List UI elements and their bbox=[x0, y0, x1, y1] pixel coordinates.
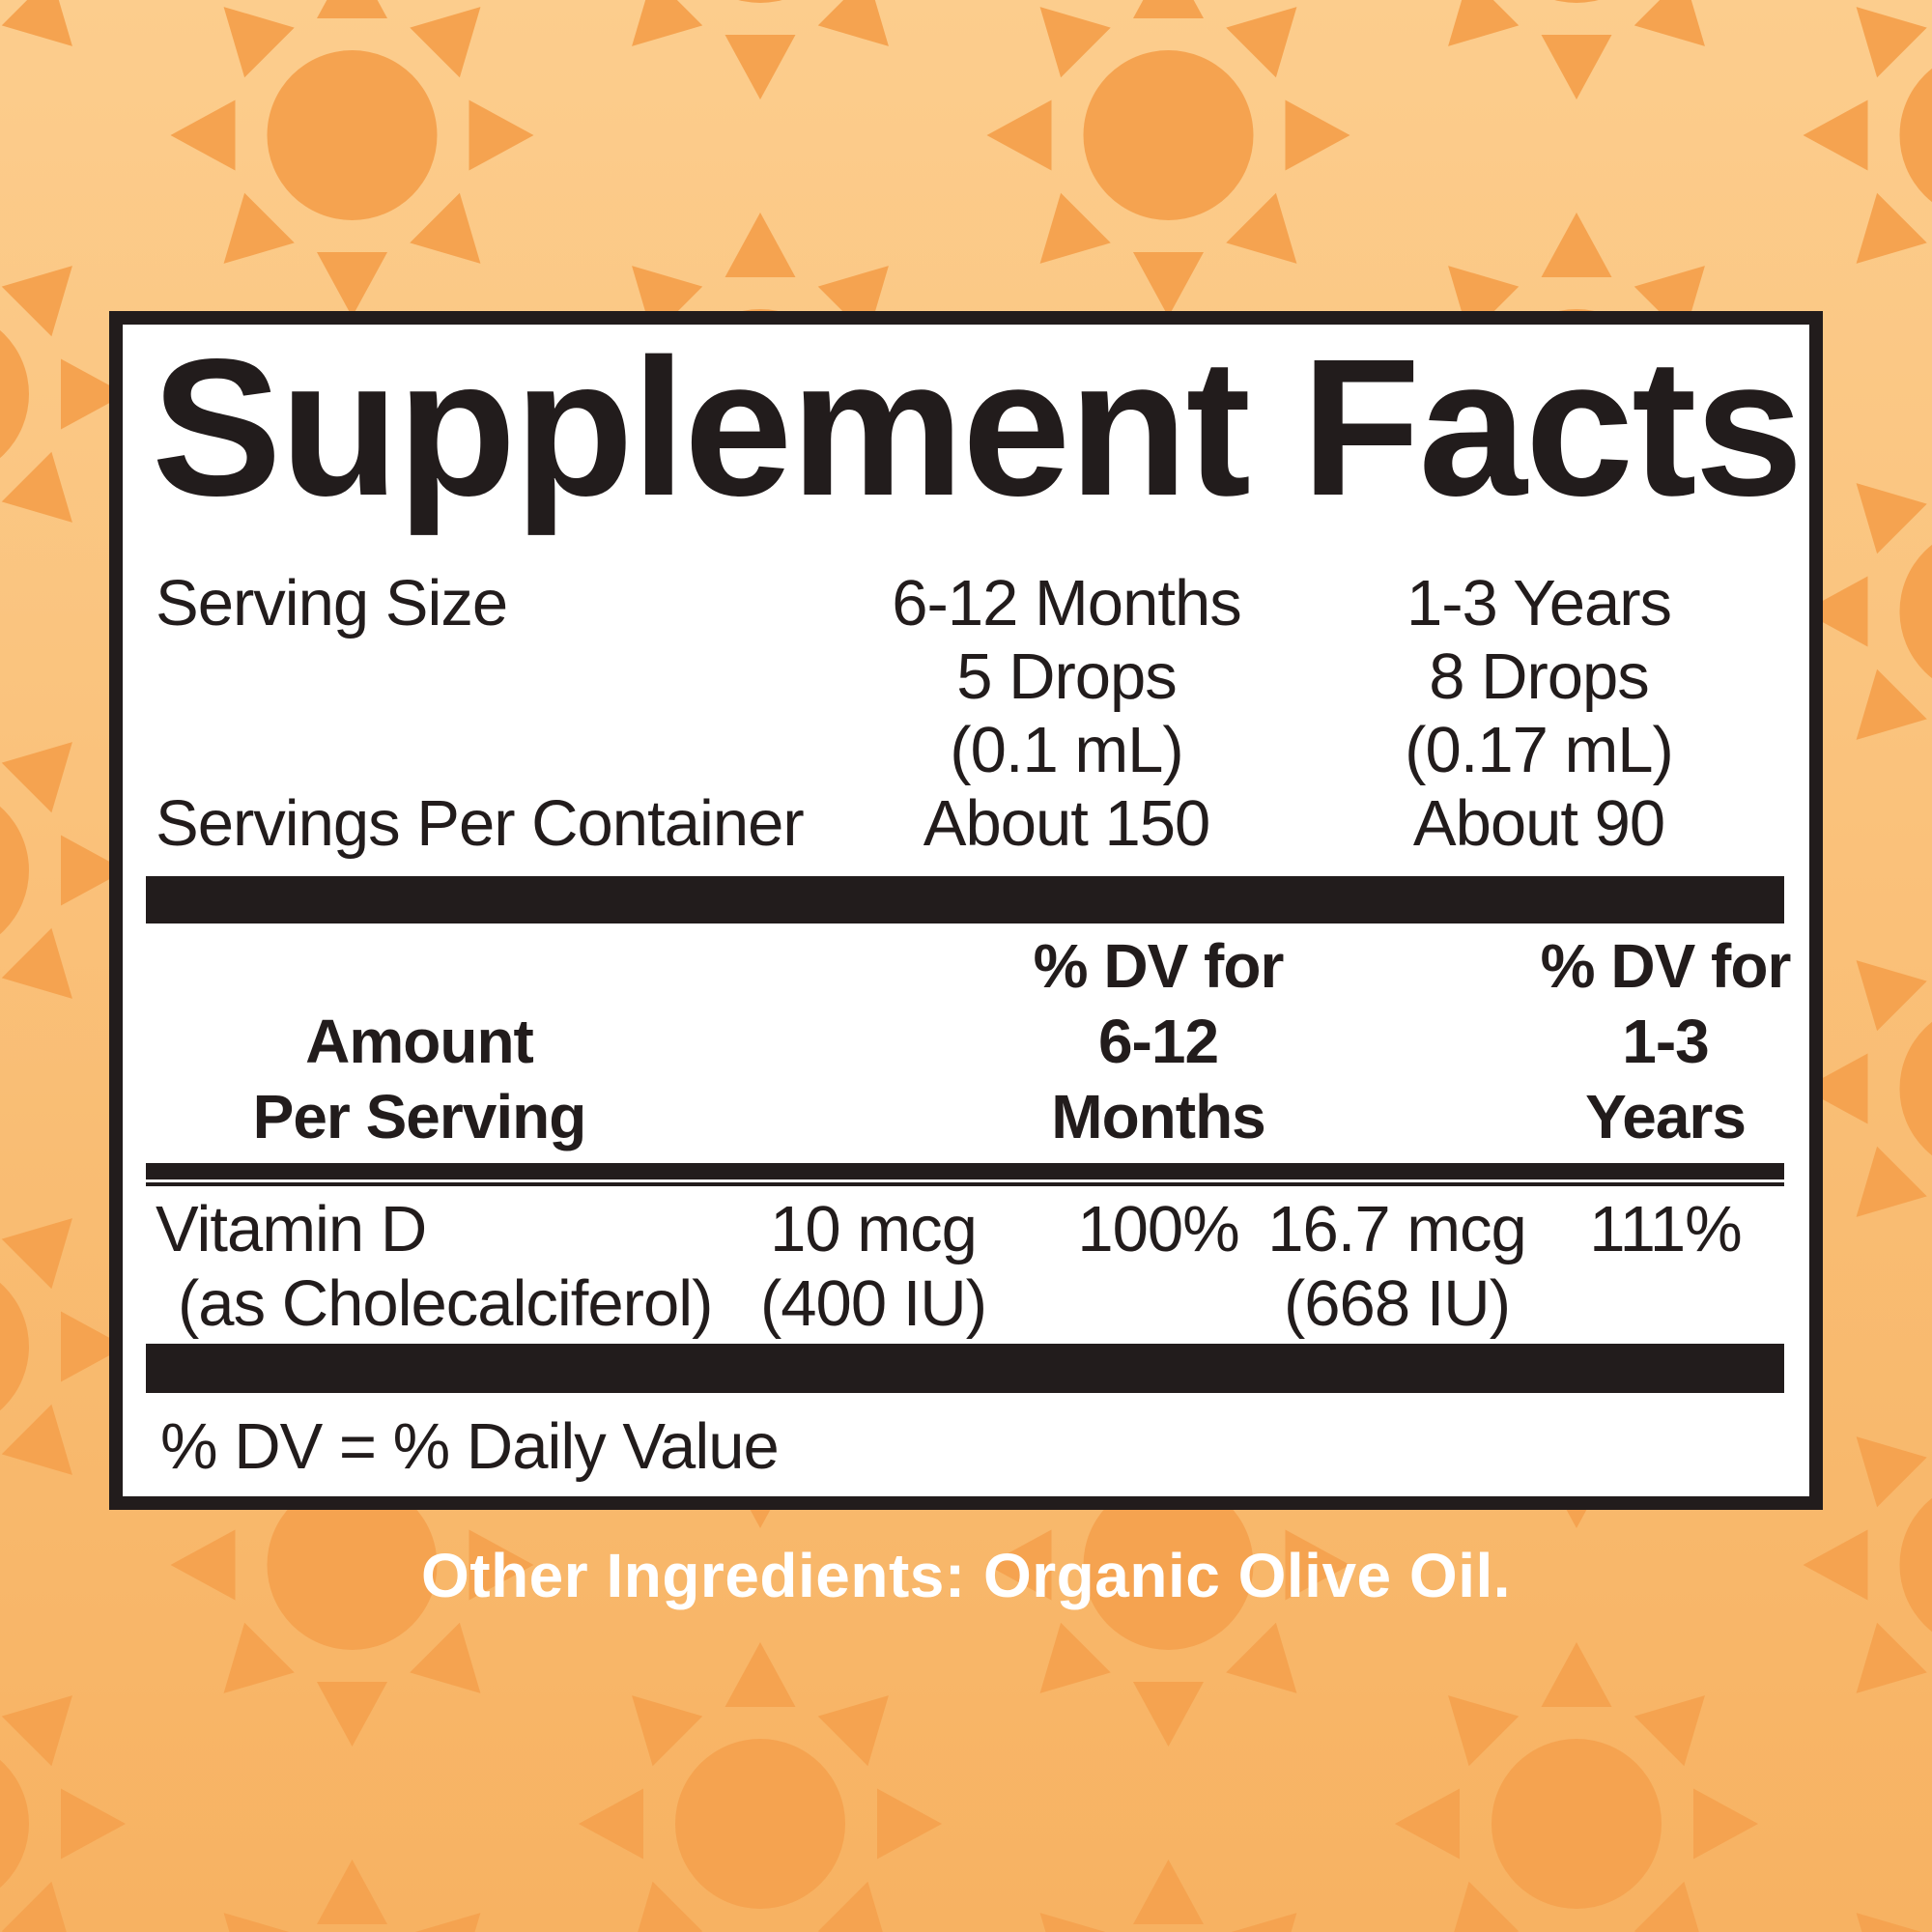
header-line: Months bbox=[1051, 1082, 1266, 1151]
nutrient-amount-1-3: 16.7 mcg (668 IU) bbox=[1155, 1192, 1638, 1341]
header-line: 1-3 bbox=[1622, 1007, 1710, 1076]
nutrient-amount-6-12: 10 mcg (400 IU) bbox=[632, 1192, 1115, 1341]
header-line: Per Serving bbox=[252, 1082, 587, 1151]
nutrient-dv-6-12: 100% bbox=[917, 1192, 1400, 1266]
serving-volume: (0.1 mL) bbox=[950, 714, 1183, 786]
divider-hairline bbox=[146, 1182, 1784, 1186]
divider-bar-thick-top bbox=[146, 876, 1784, 923]
nutrient-name-detail: (as Cholecalciferol) bbox=[178, 1267, 713, 1340]
other-ingredients-text: Other Ingredients: Organic Olive Oil. bbox=[420, 1541, 1512, 1610]
header-line: Years bbox=[1585, 1082, 1747, 1151]
divider-bar-medium bbox=[146, 1163, 1784, 1179]
serving-volume: (0.17 mL) bbox=[1405, 714, 1674, 786]
panel-title: Supplement Facts bbox=[152, 318, 1804, 536]
header-line: 6-12 bbox=[1097, 1007, 1219, 1076]
dv-percent: 111% bbox=[1589, 1193, 1742, 1265]
servings-count: About 90 bbox=[1412, 787, 1665, 860]
serving-column-6-12-months: 6-12 Months 5 Drops (0.1 mL) About 150 bbox=[825, 567, 1308, 861]
header-line: % DV for bbox=[1033, 931, 1285, 1001]
amount-iu: (668 IU) bbox=[1283, 1267, 1511, 1340]
dv-percent: 100% bbox=[1077, 1193, 1239, 1265]
nutrient-name: Vitamin D bbox=[156, 1193, 427, 1265]
serving-column-1-3-years: 1-3 Years 8 Drops (0.17 mL) About 90 bbox=[1297, 567, 1780, 861]
nutrient-dv-1-3: 111% bbox=[1424, 1192, 1907, 1266]
serving-size-label: Serving Size bbox=[156, 567, 508, 639]
dv-header-1-3-years: % DV for 1-3 Years bbox=[1424, 928, 1907, 1154]
serving-age-range: 6-12 Months bbox=[892, 567, 1241, 639]
serving-drops: 5 Drops bbox=[956, 640, 1178, 713]
amount-mcg: 16.7 mcg bbox=[1267, 1193, 1527, 1265]
dv-header-6-12-months: % DV for 6-12 Months bbox=[917, 928, 1400, 1154]
dv-footnote: % DV = % Daily Value bbox=[160, 1410, 780, 1483]
servings-per-container-label: Servings Per Container bbox=[156, 787, 805, 860]
supplement-facts-panel: Supplement Facts Serving Size 6-12 Month… bbox=[109, 311, 1823, 1510]
serving-drops: 8 Drops bbox=[1429, 640, 1650, 713]
amount-iu: (400 IU) bbox=[759, 1267, 987, 1340]
serving-age-range: 1-3 Years bbox=[1406, 567, 1672, 639]
servings-count: About 150 bbox=[923, 787, 1211, 860]
header-line: % DV for bbox=[1540, 931, 1792, 1001]
divider-bar-thick-bottom bbox=[146, 1344, 1784, 1393]
amount-per-serving-header: Amount Per Serving bbox=[178, 1004, 661, 1154]
header-line: Amount bbox=[305, 1007, 534, 1076]
amount-mcg: 10 mcg bbox=[770, 1193, 978, 1265]
